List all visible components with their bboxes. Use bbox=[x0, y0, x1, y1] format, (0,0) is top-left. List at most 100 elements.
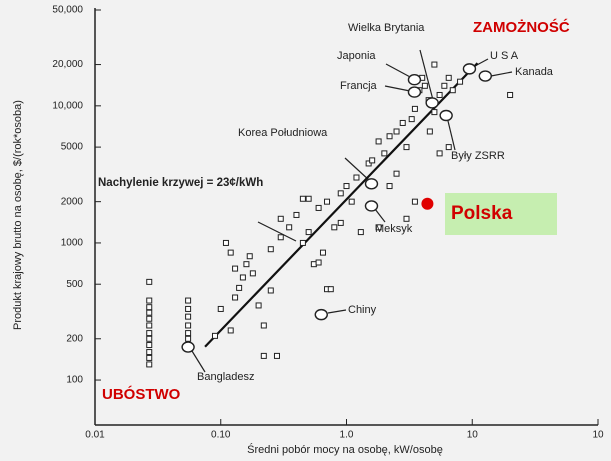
y-tick-label: 20,000 bbox=[52, 59, 83, 70]
square-point bbox=[386, 133, 393, 140]
square-point bbox=[146, 304, 153, 311]
annotation: Były ZSRR bbox=[451, 150, 505, 162]
square-point bbox=[348, 198, 355, 205]
leader bbox=[419, 49, 434, 101]
square-point bbox=[436, 91, 443, 98]
square-point bbox=[146, 297, 153, 304]
annotation: UBÓSTWO bbox=[102, 385, 181, 403]
square-point bbox=[305, 195, 312, 202]
square-point bbox=[267, 287, 274, 294]
square-point bbox=[386, 183, 393, 190]
square-point bbox=[227, 249, 234, 256]
y-tick-label: 10,000 bbox=[52, 100, 83, 111]
y-axis-title: Produkt krajowy brutto na osobę, $/(rok*… bbox=[12, 100, 24, 330]
square-point bbox=[246, 253, 253, 260]
square-point bbox=[375, 224, 382, 231]
annotation: Japonia bbox=[337, 50, 376, 62]
square-point bbox=[243, 261, 250, 268]
y-tick-label: 5000 bbox=[61, 142, 84, 153]
square-point bbox=[449, 87, 456, 94]
square-point bbox=[217, 305, 224, 312]
leader bbox=[385, 63, 413, 79]
square-point bbox=[441, 82, 448, 89]
circle-point bbox=[425, 97, 439, 109]
square-point bbox=[146, 361, 153, 368]
y-tick-label: 500 bbox=[66, 279, 83, 290]
leader bbox=[374, 208, 386, 223]
annotation: ZAMOŻNOŚĆ bbox=[473, 18, 570, 36]
square-point bbox=[327, 286, 334, 293]
y-tick-label: 200 bbox=[66, 333, 83, 344]
square-point bbox=[305, 229, 312, 236]
square-point bbox=[324, 198, 331, 205]
x-tick-label: 10 bbox=[467, 430, 479, 441]
square-point bbox=[185, 305, 192, 312]
square-point bbox=[310, 261, 317, 268]
square-point bbox=[445, 144, 452, 151]
square-point bbox=[146, 335, 153, 342]
square-point bbox=[267, 246, 274, 253]
square-point bbox=[146, 349, 153, 356]
leader bbox=[344, 157, 371, 182]
annotation: Wielka Brytania bbox=[348, 22, 425, 34]
square-point bbox=[146, 354, 153, 361]
square-point bbox=[299, 195, 306, 202]
square-point bbox=[507, 91, 514, 98]
square-point bbox=[381, 150, 388, 157]
y-tick-label: 50,000 bbox=[52, 5, 83, 16]
square-point bbox=[353, 174, 360, 181]
square-point bbox=[369, 157, 376, 164]
square-point bbox=[227, 327, 234, 334]
circle-point bbox=[407, 86, 422, 98]
annotation: Bangladesz bbox=[197, 371, 255, 383]
square-point bbox=[403, 144, 410, 151]
leader bbox=[191, 350, 206, 373]
circle-point bbox=[478, 70, 493, 82]
square-point bbox=[436, 150, 443, 157]
square-point bbox=[337, 219, 344, 226]
square-point bbox=[319, 249, 326, 256]
square-point bbox=[299, 239, 306, 246]
square-point bbox=[232, 294, 239, 301]
annotation: Francja bbox=[340, 80, 378, 92]
x-axis-title: Średni pobór mocy na osobę, kW/osobę bbox=[247, 443, 443, 456]
circle-point bbox=[364, 200, 379, 212]
square-point bbox=[408, 116, 415, 123]
square-point bbox=[239, 274, 246, 281]
square-point bbox=[411, 198, 418, 205]
square-point bbox=[337, 190, 344, 197]
circle-point bbox=[462, 63, 477, 75]
annotation: Nachylenie krzywej = 23¢/kWh bbox=[98, 177, 263, 189]
square-point bbox=[286, 224, 293, 231]
square-point bbox=[249, 270, 256, 277]
square-point bbox=[185, 313, 192, 320]
y-tick-label: 100 bbox=[66, 375, 83, 386]
square-point bbox=[399, 119, 406, 126]
leader bbox=[447, 120, 456, 151]
leader bbox=[327, 309, 347, 314]
square-point bbox=[315, 204, 322, 211]
square-point bbox=[146, 315, 153, 322]
square-point bbox=[277, 234, 284, 241]
square-point bbox=[185, 322, 192, 329]
square-point bbox=[146, 278, 153, 285]
square-point bbox=[222, 239, 229, 246]
annotation: Korea Południowa bbox=[238, 127, 328, 139]
square-point bbox=[293, 211, 300, 218]
square-point bbox=[146, 330, 153, 337]
square-point bbox=[211, 332, 218, 339]
square-point bbox=[431, 109, 438, 116]
square-point bbox=[357, 229, 364, 236]
square-point bbox=[431, 61, 438, 68]
square-point bbox=[185, 297, 192, 304]
x-tick-label: 0.01 bbox=[85, 430, 105, 441]
circle-point bbox=[181, 341, 195, 353]
circle-point bbox=[314, 308, 328, 321]
square-point bbox=[426, 128, 433, 135]
x-tick-label: 1.0 bbox=[340, 430, 354, 441]
square-point bbox=[232, 265, 239, 272]
circle-point bbox=[364, 178, 379, 190]
annotation: Meksyk bbox=[375, 223, 413, 235]
square-point bbox=[260, 322, 267, 329]
annotation: Kanada bbox=[515, 66, 554, 78]
